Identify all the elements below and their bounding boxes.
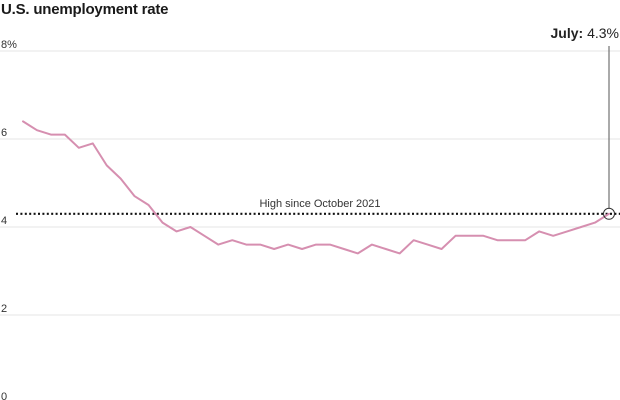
y-tick-label-0: 0 bbox=[1, 391, 7, 400]
y-tick-label-4: 4 bbox=[1, 215, 7, 227]
callout-value: 4.3% bbox=[587, 25, 619, 41]
y-tick-label-2: 2 bbox=[1, 303, 7, 315]
y-tick-label-8: 8% bbox=[1, 39, 17, 51]
series-group bbox=[22, 120, 610, 255]
gridlines bbox=[0, 50, 620, 316]
callout-marker bbox=[603, 207, 615, 220]
reference-line-group: High since October 2021 bbox=[16, 198, 620, 215]
callout-label: July: 4.3% bbox=[551, 25, 620, 41]
series-line bbox=[22, 120, 610, 255]
reference-line-label: High since October 2021 bbox=[259, 198, 380, 210]
y-tick-label-6: 6 bbox=[1, 127, 7, 139]
y-axis-ticks: 0 2 4 6 8% bbox=[1, 39, 17, 400]
callout-group: July: 4.3% bbox=[551, 25, 620, 220]
chart-title: U.S. unemployment rate bbox=[1, 1, 169, 18]
callout-key: July: bbox=[551, 25, 588, 41]
